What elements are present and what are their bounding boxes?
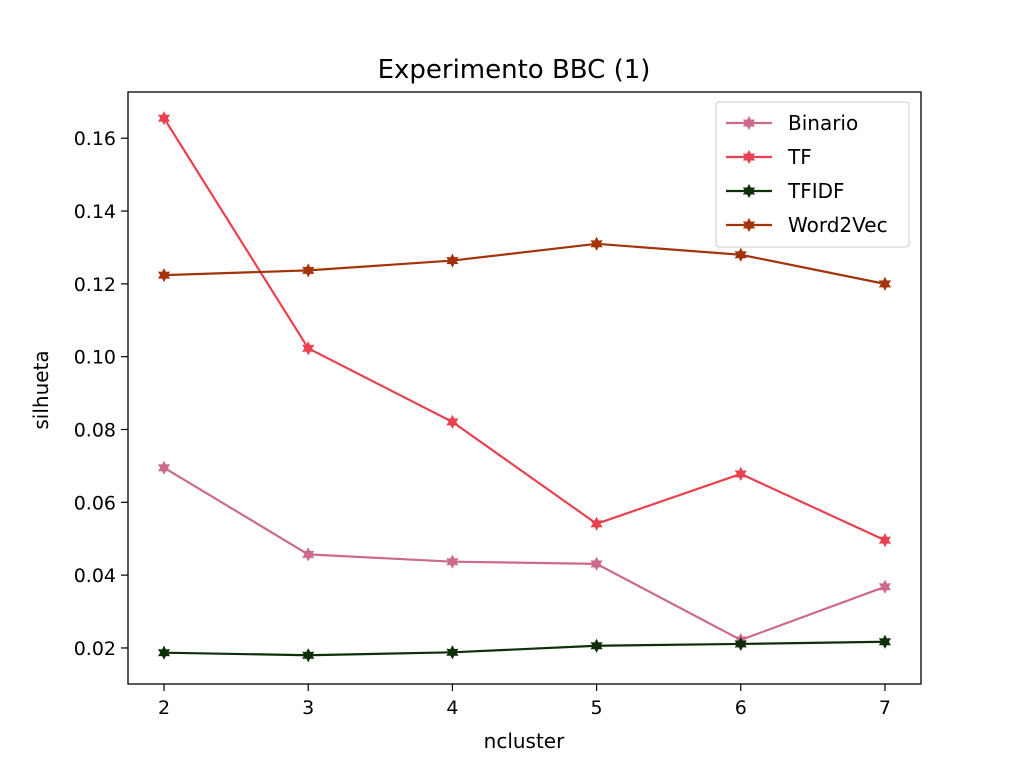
legend-item: Binario xyxy=(726,111,858,135)
y-tick-label: 0.08 xyxy=(74,420,116,442)
legend-item: TF xyxy=(726,145,812,169)
legend-label: TF xyxy=(787,145,812,169)
data-point xyxy=(590,516,603,531)
data-point xyxy=(157,268,171,283)
series-line xyxy=(163,117,886,542)
x-tick-label: 2 xyxy=(158,697,170,719)
data-point xyxy=(157,111,171,126)
data-point xyxy=(734,247,747,262)
x-tick-label: 3 xyxy=(302,697,314,719)
plot-frame xyxy=(127,91,922,685)
legend-label: TFIDF xyxy=(787,179,845,203)
data-point xyxy=(878,276,892,291)
y-axis-label: silhueta xyxy=(29,350,53,429)
data-point xyxy=(734,466,747,481)
y-tick-label: 0.10 xyxy=(74,347,116,369)
series-line xyxy=(163,466,886,642)
legend-marker xyxy=(742,217,756,233)
legend-marker xyxy=(742,115,756,131)
data-point xyxy=(157,645,171,660)
data-point xyxy=(302,341,315,356)
chart-title: Experimento BBC (1) xyxy=(378,55,651,85)
x-tick-label: 7 xyxy=(879,697,891,719)
legend-label: Word2Vec xyxy=(788,213,888,237)
data-point xyxy=(878,579,892,594)
legend-item: Word2Vec xyxy=(726,213,888,237)
data-point xyxy=(590,556,603,571)
legend-marker xyxy=(742,183,756,199)
data-point xyxy=(878,533,892,548)
legend-box xyxy=(715,101,910,248)
data-point xyxy=(157,460,171,475)
legend: Binario TF TFIDF Word2Vec xyxy=(715,101,910,248)
series-tfidf xyxy=(157,634,892,663)
data-point xyxy=(446,414,459,429)
legend-label: Binario xyxy=(788,111,858,135)
data-point xyxy=(878,634,892,649)
data-point xyxy=(446,253,459,268)
plot-area: 2 3 4 5 6 7 0.02 0.04 0.06 0.08 0.10 0.12 0.14 0.16 xyxy=(74,91,922,719)
data-point xyxy=(590,638,603,653)
data-point xyxy=(446,554,459,569)
x-tick-label: 5 xyxy=(591,697,603,719)
x-tick-label: 6 xyxy=(735,697,747,719)
series-binario xyxy=(157,460,892,648)
legend-marker xyxy=(742,149,756,165)
series-line xyxy=(164,242,886,285)
series-word2vec xyxy=(157,236,892,291)
y-tick-label: 0.06 xyxy=(74,492,116,514)
data-point xyxy=(590,236,603,251)
series-tf xyxy=(157,111,892,548)
y-tick-label: 0.14 xyxy=(74,201,116,223)
y-tick-label: 0.12 xyxy=(74,274,116,296)
data-point xyxy=(302,547,315,562)
data-point xyxy=(734,636,747,652)
series-line xyxy=(164,640,885,657)
data-point xyxy=(302,648,315,663)
y-tick-label: 0.16 xyxy=(74,128,116,150)
data-point xyxy=(446,645,459,660)
x-tick-label: 4 xyxy=(446,697,458,719)
y-tick-label: 0.02 xyxy=(74,638,116,660)
y-tick-label: 0.04 xyxy=(74,565,116,587)
legend-item: TFIDF xyxy=(726,179,845,203)
data-point xyxy=(302,263,315,278)
x-axis-label: ncluster xyxy=(484,729,565,753)
